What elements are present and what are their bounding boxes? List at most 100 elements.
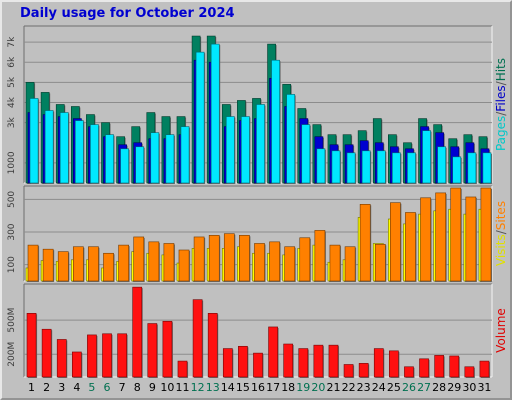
volume-bar-volume [358,363,369,378]
day-label: 1 [28,381,35,394]
visits-sites-bar-sites [284,246,296,282]
hits-files-pages-axis-label-part: Files [494,85,508,111]
hits-files-pages-bar-pages [437,146,447,184]
day-label: 7 [119,381,126,394]
visits-sites-bar-sites [193,236,205,282]
visits-sites-bar-sites [405,212,416,282]
day-label: 13 [206,381,220,394]
day-label: 4 [73,381,80,394]
visits-sites-bar-sites [480,187,492,282]
volume-bar-volume [449,355,460,378]
visits-sites-axis-label-part: Visits [494,234,508,266]
visits-sites-bar-sites [208,235,220,282]
hits-files-pages-tick-label: 7k [7,36,17,48]
day-label: 3 [58,381,65,394]
visits-sites-axis-label-part: Sites [494,201,508,230]
hits-files-pages-bar-pages [346,152,356,184]
day-label: 14 [221,381,235,394]
visits-sites-bar-sites [42,248,54,282]
hits-files-pages-bar-pages [331,150,341,184]
hits-files-pages-axis-label-part: / [494,111,508,116]
volume-bar-volume [298,348,309,378]
volume-bar-volume [162,320,173,378]
hits-files-pages-bar-pages [165,134,175,184]
day-label: 28 [432,381,446,394]
volume-bar-volume [268,326,278,378]
visits-sites-bar-sites [420,197,431,282]
volume-bar-volume [434,355,445,378]
visits-sites-tick-label: 300 [7,223,17,240]
volume-bar-volume [479,360,490,378]
hits-files-pages-bar-pages [90,124,99,184]
day-label: 18 [281,381,295,394]
day-label: 27 [417,381,431,394]
visits-sites-bar-sites [72,246,84,282]
visits-sites-axis-label-part: / [494,229,508,234]
hits-files-pages-bar-pages [407,152,416,184]
volume-bar-volume [328,344,339,378]
hits-files-pages-tick-label: 4k [7,96,17,108]
volume-bar-volume [207,312,218,378]
day-label: 8 [134,381,141,394]
hits-files-pages-bar-pages [467,152,477,184]
visits-sites-bar-sites [223,233,235,282]
hits-files-pages-bar-pages [180,126,190,184]
volume-bar-volume [147,323,158,378]
day-label: 17 [266,381,280,394]
volume-bar-volume [238,345,248,378]
day-label: 30 [462,381,476,394]
hits-files-pages-bar-pages [150,132,160,184]
volume-tick-label: 500M [7,308,17,333]
volume-bar-volume [373,348,384,378]
hits-files-pages-bar-pages [74,120,84,184]
hits-files-pages-bar-pages [361,150,371,184]
volume-bar-volume [56,339,67,378]
hits-files-pages-bar-pages [376,150,386,184]
volume-bar-volume [222,348,233,378]
hits-files-pages-bar-pages [256,104,265,184]
visits-sites-tick-label: 500 [7,191,17,208]
hits-files-pages-bar-pages [301,124,311,184]
hits-files-pages-bar-pages [210,43,220,184]
visits-sites-bar-sites [27,244,39,282]
visits-sites-bar-sites [359,204,371,282]
day-label: 21 [326,381,340,394]
hits-files-pages-bar-pages [105,134,114,184]
day-label: 9 [149,381,156,394]
day-label: 22 [342,381,356,394]
day-label: 10 [160,381,174,394]
volume-bar-volume [26,312,37,378]
volume-tick-label: 200M [7,342,17,367]
volume-bar-volume [389,350,399,378]
volume-bar-volume [87,334,97,378]
visits-sites-bar-sites [269,241,280,282]
day-label: 23 [357,381,371,394]
day-label: 31 [477,381,491,394]
day-label: 5 [88,381,95,394]
volume-bar-volume [117,333,127,378]
visits-sites-bar-sites [178,249,190,282]
hits-files-pages-bar-pages [286,94,296,184]
day-label: 2 [43,381,50,394]
visits-sites-bar-sites [103,252,114,282]
visits-sites-bar-sites [239,235,250,282]
visits-sites-bar-sites [329,244,341,282]
hits-files-pages-bar-pages [422,130,431,184]
hits-files-pages-bar-pages [44,110,54,184]
visits-sites-bar-sites [344,246,356,282]
visits-sites-bar-sites [163,243,175,282]
visits-sites-tick-label: 100 [7,256,17,273]
day-label: 16 [251,381,265,394]
visits-sites-bar-sites [314,230,326,282]
visits-sites-bar-sites [450,187,462,282]
visits-sites-bar-sites [465,196,477,282]
hits-files-pages-bar-pages [195,51,205,184]
visits-sites-bar-sites [57,251,69,282]
day-label: 29 [447,381,461,394]
day-label: 24 [372,381,386,394]
hits-files-pages-bar-pages [59,112,69,184]
volume-bar-volume [313,344,324,378]
day-label: 6 [104,381,111,394]
volume-bar-volume [404,366,414,378]
volume-bar-volume [41,328,52,378]
